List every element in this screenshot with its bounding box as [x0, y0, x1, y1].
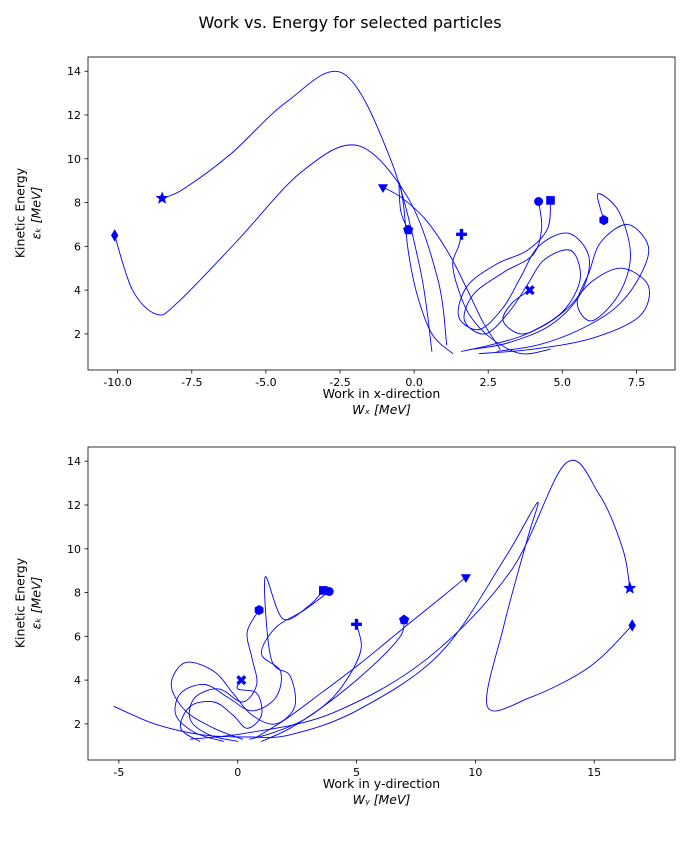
- y-axis-label-top-math: εₖ [MeV]: [28, 186, 44, 240]
- plus-marker: [456, 228, 467, 240]
- x-axis-label-bottom-text: Work in y-direction: [322, 776, 441, 791]
- pentagon-marker: [399, 614, 410, 625]
- hexagon-trajectory: [496, 193, 650, 352]
- x-tick-label: 0: [234, 766, 241, 779]
- x-tick-label: 5.0: [554, 376, 572, 389]
- y-tick-label: 4: [74, 674, 81, 687]
- square-marker: [546, 196, 555, 205]
- star-marker: [623, 581, 637, 594]
- x-marker: [524, 285, 535, 296]
- plus-marker: [351, 618, 362, 630]
- hexagon-trajectory: [188, 609, 260, 742]
- star-trajectory: [161, 70, 433, 352]
- x-tick-label: 0.0: [405, 376, 423, 389]
- triangle-down-marker: [460, 574, 471, 583]
- circle-marker: [324, 587, 334, 596]
- y-tick-label: 10: [67, 543, 81, 556]
- x-axis-label-top-math: Wₓ [MeV]: [352, 402, 411, 417]
- triangle-down-marker: [378, 184, 388, 193]
- square-trajectory: [170, 576, 324, 740]
- x-tick-label: 15: [587, 766, 601, 779]
- y-tick-label: 10: [67, 153, 81, 166]
- x-tick-label: 5: [353, 766, 360, 779]
- x-trajectory: [179, 679, 263, 742]
- y-tick-label: 8: [74, 587, 81, 600]
- x-tick-label: -5.0: [255, 376, 276, 389]
- thin-diamond-trajectory: [114, 144, 448, 346]
- square-marker: [319, 586, 328, 595]
- particle-markers: [111, 184, 609, 296]
- x-tick-label: 2.5: [479, 376, 497, 389]
- x-tick-label: -7.5: [181, 376, 202, 389]
- particle-markers: [236, 574, 637, 686]
- x-axis-label-bottom: Work in y-direction Wᵧ [MeV]: [88, 776, 675, 808]
- star-marker: [155, 191, 169, 204]
- y-tick-label: 6: [74, 630, 81, 643]
- x-tick-label: -2.5: [329, 376, 350, 389]
- pentagon-trajectory: [398, 182, 454, 355]
- y-axis-label-bottom: Kinetic Energy εₖ [MeV]: [13, 447, 47, 760]
- trajectory-lines: [113, 460, 633, 742]
- y-tick-label: 12: [67, 109, 81, 122]
- plus-trajectory: [452, 233, 551, 355]
- y-tick-label: 14: [67, 455, 81, 468]
- pentagon-trajectory: [261, 619, 405, 742]
- work-y-vs-energy-plot: -5 0 5 10 15 2 4 6 8 10 12 14: [67, 446, 676, 779]
- x-tick-label: -5: [113, 766, 124, 779]
- thin-diamond-trajectory: [113, 501, 633, 738]
- y-axis-label-top: Kinetic Energy εₖ [MeV]: [13, 57, 47, 370]
- y-tick-label: 6: [74, 240, 81, 253]
- square-trajectory: [457, 199, 590, 350]
- thin-diamond-marker: [111, 229, 119, 242]
- y-tick-label: 14: [67, 65, 81, 78]
- work-x-vs-energy-plot: -10.0 -7.5 -5.0 -2.5 0.0 2.5 5.0 7.5 2 4 6 8 10 12 14: [67, 56, 676, 389]
- x-axis-label-top-text: Work in x-direction: [322, 386, 441, 401]
- x-tick-label: 10: [468, 766, 482, 779]
- x-axis-label-bottom-math: Wᵧ [MeV]: [352, 792, 411, 807]
- x-marker: [236, 675, 247, 686]
- x-trajectory: [478, 267, 650, 355]
- y-axis-label-top-text: Kinetic Energy: [12, 167, 28, 259]
- plot-frame: [87, 446, 676, 761]
- y-axis-label-bottom-math: εₖ [MeV]: [28, 576, 44, 630]
- plot-frame: [87, 56, 676, 371]
- plus-trajectory: [249, 623, 362, 740]
- x-axis-label-top: Work in x-direction Wₓ [MeV]: [88, 386, 675, 418]
- trajectory-lines: [114, 70, 650, 355]
- y-axis-label-bottom-text: Kinetic Energy: [12, 557, 28, 649]
- x-tick-label: -10.0: [103, 376, 131, 389]
- y-tick-label: 8: [74, 197, 81, 210]
- y-tick-label: 4: [74, 284, 81, 297]
- hexagon-marker: [599, 215, 609, 226]
- star-trajectory: [189, 460, 631, 740]
- x-tick-label: 7.5: [628, 376, 646, 389]
- hexagon-marker: [254, 605, 264, 616]
- triangle-down-trajectory: [256, 576, 467, 738]
- thin-diamond-marker: [628, 619, 636, 632]
- circle-trajectory: [174, 591, 330, 742]
- figure-title: Work vs. Energy for selected particles: [198, 13, 502, 32]
- pentagon-marker: [403, 224, 414, 235]
- y-tick-label: 2: [74, 328, 81, 341]
- y-tick-label: 12: [67, 499, 81, 512]
- circle-marker: [534, 197, 544, 206]
- y-tick-label: 2: [74, 718, 81, 731]
